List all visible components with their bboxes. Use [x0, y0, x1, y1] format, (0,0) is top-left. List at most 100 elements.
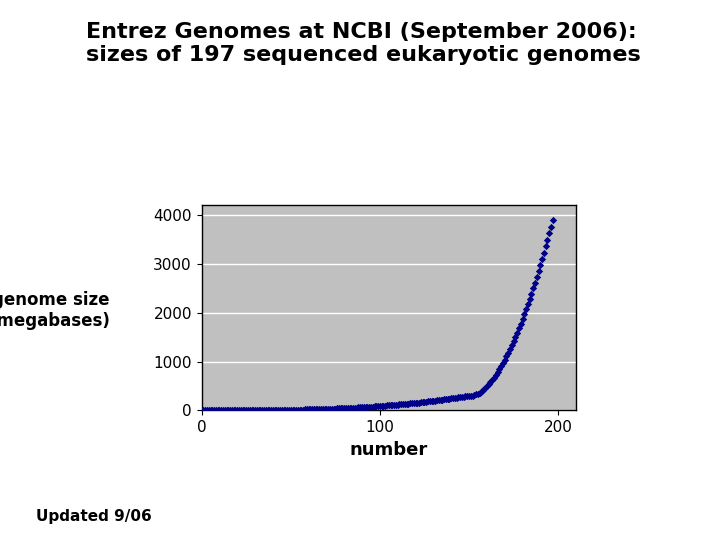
Point [276, 406, 287, 414]
Point [279, 406, 291, 414]
Point [374, 402, 386, 410]
Point [201, 406, 212, 415]
Point [406, 399, 418, 408]
Point [388, 401, 400, 409]
Point [289, 406, 300, 414]
Point [378, 401, 390, 410]
Point [264, 406, 275, 414]
Point [199, 406, 211, 415]
Point [347, 403, 359, 412]
Point [503, 348, 514, 357]
Point [440, 395, 451, 403]
Point [235, 406, 246, 415]
Point [524, 295, 536, 303]
Point [307, 405, 318, 414]
Point [395, 400, 407, 409]
X-axis label: number: number [350, 441, 428, 458]
Point [534, 261, 546, 269]
Point [287, 406, 298, 414]
Point [453, 393, 464, 402]
Point [382, 401, 393, 410]
Point [360, 403, 372, 411]
Point [408, 399, 420, 407]
Point [262, 406, 274, 414]
Point [490, 371, 502, 380]
Point [446, 394, 457, 403]
Point [283, 406, 294, 414]
Point [290, 406, 302, 414]
Text: genome size
(megabases): genome size (megabases) [0, 291, 111, 330]
Point [361, 402, 373, 411]
Point [260, 406, 271, 414]
Point [517, 315, 528, 323]
Point [451, 393, 462, 402]
Point [504, 345, 516, 354]
Point [226, 406, 238, 415]
Point [477, 386, 489, 394]
Point [312, 405, 323, 414]
Point [449, 394, 461, 402]
Point [387, 401, 398, 409]
Point [271, 406, 282, 414]
Point [547, 215, 559, 224]
Point [296, 405, 307, 414]
Point [269, 406, 281, 414]
Point [341, 404, 352, 413]
Point [485, 378, 496, 387]
Point [232, 406, 243, 415]
Point [230, 406, 241, 415]
Point [383, 401, 395, 410]
Point [538, 248, 549, 257]
Point [219, 406, 230, 415]
Point [371, 402, 382, 410]
Point [255, 406, 266, 415]
Point [249, 406, 261, 415]
Point [419, 397, 431, 406]
Point [292, 406, 304, 414]
Point [351, 403, 362, 412]
Point [470, 390, 482, 399]
Point [379, 401, 391, 410]
Point [544, 229, 555, 238]
Point [317, 404, 328, 413]
Point [367, 402, 379, 411]
Point [413, 398, 425, 407]
Point [207, 406, 218, 415]
Point [344, 403, 356, 412]
Point [204, 406, 216, 415]
Point [358, 403, 369, 411]
Point [474, 388, 485, 397]
Point [458, 392, 469, 401]
Point [237, 406, 248, 415]
Point [510, 333, 521, 341]
Point [410, 399, 421, 407]
Point [215, 406, 227, 415]
Point [310, 405, 321, 414]
Point [384, 401, 396, 409]
Point [420, 397, 432, 406]
Point [513, 324, 525, 333]
Point [274, 406, 286, 414]
Point [272, 406, 284, 414]
Point [402, 399, 414, 408]
Point [303, 405, 315, 414]
Point [356, 403, 368, 411]
Point [228, 406, 240, 415]
Point [390, 401, 402, 409]
Point [349, 403, 361, 412]
Point [278, 406, 289, 414]
Point [541, 235, 553, 244]
Point [444, 394, 455, 403]
Point [353, 403, 364, 411]
Point [253, 406, 264, 415]
Point [431, 396, 443, 404]
Point [531, 273, 543, 281]
Point [238, 406, 250, 415]
Point [258, 406, 270, 414]
Point [469, 391, 480, 400]
Point [522, 300, 534, 308]
Point [364, 402, 375, 411]
Point [313, 405, 325, 414]
Point [354, 403, 366, 411]
Point [328, 404, 339, 413]
